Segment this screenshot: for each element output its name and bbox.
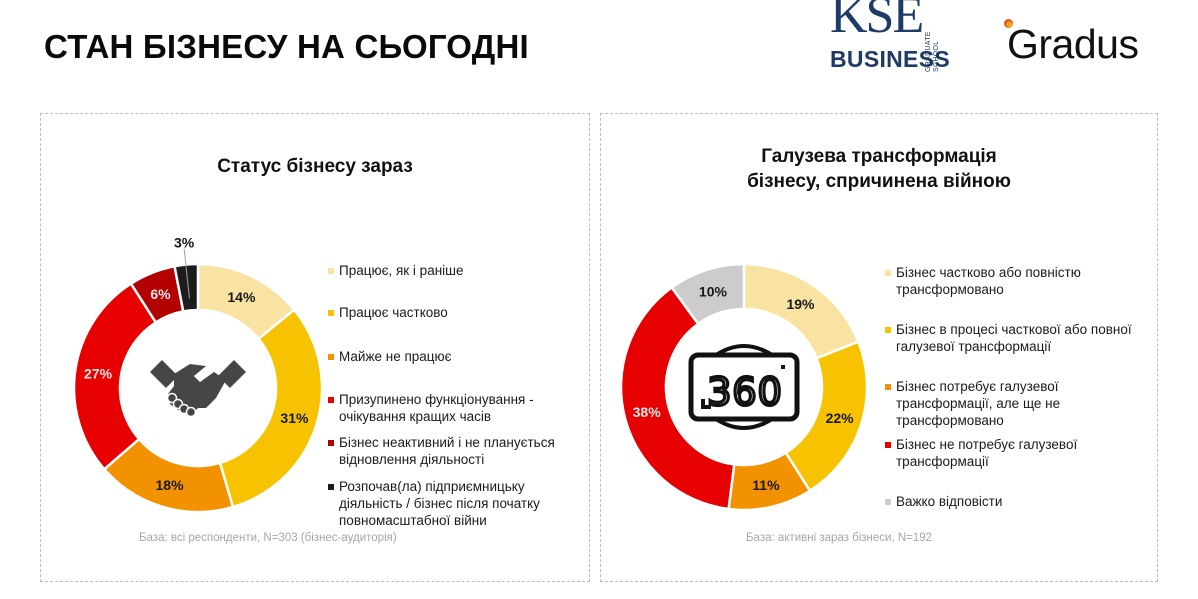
legend-item: Бізнес неактивний і не планується віднов…: [328, 434, 579, 468]
kse-business-logo: KSE GRADUATE SCHOOL BUSINESS: [828, 0, 958, 72]
legend-item: Працює частково: [328, 304, 579, 321]
handshake-icon: [150, 360, 246, 418]
legend-swatch: [328, 397, 334, 403]
donut-segment: [619, 285, 736, 511]
panel-title-line-1: Галузева трансформація: [761, 146, 997, 167]
legend-item: Бізнес потребує галузевої трансформації,…: [885, 378, 1158, 429]
legend-label: Розпочав(ла) підприємницьку діяльність /…: [339, 479, 540, 528]
legend-label: Призупинено функціонування - очікування …: [339, 392, 534, 424]
legend-item: Призупинено функціонування - очікування …: [328, 391, 579, 425]
panel-title: Статус бізнесу зараз: [217, 156, 413, 177]
kse-logo-letters: KSE: [830, 0, 924, 44]
gradus-dot-icon: [1004, 19, 1013, 28]
legend-label: Бізнес потребує галузевої трансформації,…: [896, 379, 1061, 428]
donut-value-label: 11%: [752, 477, 780, 493]
donut-segment: [173, 262, 200, 313]
legend-label: Важко відповісти: [896, 494, 1003, 509]
legend-swatch: [328, 268, 334, 274]
legend-swatch: [328, 310, 334, 316]
legend-swatch: [328, 484, 334, 490]
360-view-icon: 360: [688, 344, 800, 430]
legend-label: Бізнес не потребує галузевої трансформац…: [896, 437, 1078, 469]
gradus-logo-text: Gradus: [1007, 21, 1139, 67]
industry-transformation-donut-chart: 19% 22% 11% 38% 10% 360: [619, 262, 869, 512]
donut-value-label: 14%: [227, 289, 256, 305]
donut-value-label: 27%: [84, 366, 113, 382]
panel-title: Галузева трансформація бізнесу, спричине…: [601, 144, 1157, 194]
business-status-panel: Статус бізнесу зараз 14% 31% 18% 27% 6% 3% Пр…: [40, 113, 590, 582]
legend-item: Важко відповісти: [885, 493, 1158, 510]
legend-label: Бізнес частково або повністю трансформов…: [896, 265, 1081, 297]
legend-label: Бізнес в процесі часткової або повної га…: [896, 322, 1132, 354]
donut-value-label: 38%: [633, 404, 662, 420]
legend-swatch: [885, 499, 891, 505]
leader-line: [183, 248, 190, 299]
legend-swatch: [885, 327, 891, 333]
legend-item: Бізнес частково або повністю трансформов…: [885, 264, 1158, 298]
legend-item: Працює, як і раніше: [328, 262, 579, 279]
gradus-logo: Gradus: [1003, 17, 1173, 72]
donut-segment: [218, 308, 324, 509]
legend-item: Бізнес не потребує галузевої трансформац…: [885, 436, 1158, 470]
donut-value-label: 31%: [280, 410, 309, 426]
legend-swatch: [885, 270, 891, 276]
business-status-donut-chart: 14% 31% 18% 27% 6% 3%: [72, 235, 324, 514]
kse-logo-business: BUSINESS: [830, 46, 950, 72]
legend-swatch: [885, 442, 891, 448]
legend-item: Розпочав(ла) підприємницьку діяльність /…: [328, 478, 579, 529]
donut-value-label: 6%: [150, 286, 171, 302]
panel-title-line-2: бізнесу, спричинена війною: [747, 171, 1011, 192]
donut-value-label: 22%: [826, 410, 855, 426]
360-icon-text: 360: [707, 370, 783, 414]
page-title: СТАН БІЗНЕСУ НА СЬОГОДНІ: [44, 28, 529, 65]
donut-value-label: 18%: [156, 477, 185, 493]
legend-item: Бізнес в процесі часткової або повної га…: [885, 321, 1158, 355]
legend-label: Працює частково: [339, 305, 448, 320]
legend-swatch: [885, 384, 891, 390]
legend-swatch: [328, 354, 334, 360]
legend-label: Бізнес неактивний і не планується віднов…: [339, 435, 555, 467]
legend-swatch: [328, 440, 334, 446]
donut-value-label: 10%: [699, 283, 728, 299]
base-note: База: всі респонденти, N=303 (бізнес-ауд…: [139, 532, 397, 544]
industry-transformation-panel: Галузева трансформація бізнесу, спричине…: [600, 113, 1158, 582]
legend-item: Майже не працює: [328, 348, 579, 365]
legend-label: Майже не працює: [339, 349, 452, 364]
base-note: База: активні зараз бізнеси, N=192: [746, 532, 933, 544]
donut-value-label: 3%: [174, 235, 195, 251]
donut-segment: [669, 262, 746, 326]
legend-label: Працює, як і раніше: [339, 263, 464, 278]
donut-value-label: 19%: [786, 296, 815, 312]
